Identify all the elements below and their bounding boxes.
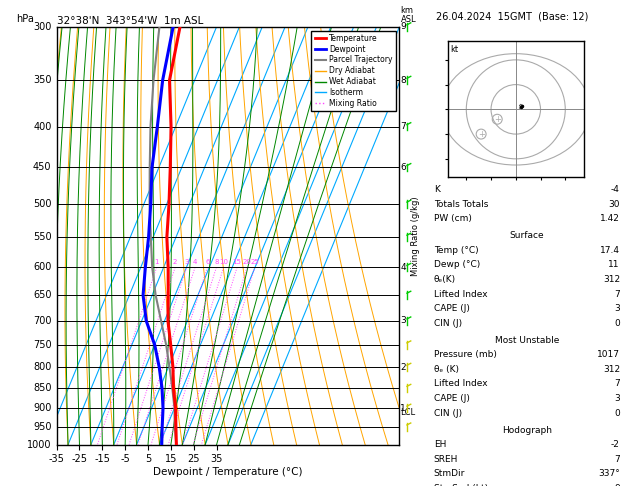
Text: -2: -2: [611, 440, 620, 449]
Text: 25: 25: [250, 259, 259, 265]
Text: 900: 900: [33, 403, 52, 413]
Text: 1: 1: [400, 403, 406, 413]
Text: CAPE (J): CAPE (J): [433, 394, 469, 403]
Text: LCL: LCL: [400, 408, 415, 417]
Text: 17.4: 17.4: [600, 246, 620, 255]
Text: 3: 3: [614, 394, 620, 403]
Text: 337°: 337°: [598, 469, 620, 478]
Text: 2: 2: [173, 259, 177, 265]
Text: 312: 312: [603, 275, 620, 284]
Text: 400: 400: [33, 122, 52, 132]
Text: 0: 0: [614, 409, 620, 417]
Text: 312: 312: [603, 365, 620, 374]
Text: 300: 300: [33, 22, 52, 32]
Text: 10: 10: [219, 259, 228, 265]
Text: 1017: 1017: [597, 350, 620, 359]
Text: kt: kt: [450, 45, 459, 54]
Text: 950: 950: [33, 422, 52, 432]
Text: StmDir: StmDir: [433, 469, 465, 478]
Legend: Temperature, Dewpoint, Parcel Trajectory, Dry Adiabat, Wet Adiabat, Isotherm, Mi: Temperature, Dewpoint, Parcel Trajectory…: [311, 31, 396, 111]
Text: 1: 1: [154, 259, 159, 265]
Text: 350: 350: [33, 75, 52, 85]
Text: 800: 800: [33, 362, 52, 372]
Text: 0: 0: [614, 319, 620, 328]
Text: 7: 7: [614, 380, 620, 388]
Text: 450: 450: [33, 162, 52, 173]
Text: 500: 500: [33, 199, 52, 209]
X-axis label: Dewpoint / Temperature (°C): Dewpoint / Temperature (°C): [153, 467, 303, 477]
Text: Temp (°C): Temp (°C): [433, 246, 478, 255]
Text: 6: 6: [400, 163, 406, 172]
Text: 3: 3: [614, 304, 620, 313]
Text: 7: 7: [400, 122, 406, 131]
Text: Hodograph: Hodograph: [502, 426, 552, 434]
Text: SREH: SREH: [433, 455, 458, 464]
Text: 30: 30: [608, 200, 620, 208]
Text: Surface: Surface: [509, 231, 544, 240]
Text: CIN (J): CIN (J): [433, 409, 462, 417]
Text: hPa: hPa: [16, 14, 33, 24]
Text: 8: 8: [400, 76, 406, 85]
Text: Most Unstable: Most Unstable: [494, 336, 559, 345]
Text: 850: 850: [33, 383, 52, 393]
Text: 6: 6: [205, 259, 209, 265]
Text: θₑ(K): θₑ(K): [433, 275, 456, 284]
Text: 750: 750: [33, 340, 52, 350]
Text: +: +: [494, 115, 501, 124]
Text: EH: EH: [433, 440, 446, 449]
Text: 1.42: 1.42: [600, 214, 620, 223]
Text: 3: 3: [184, 259, 189, 265]
Text: Lifted Index: Lifted Index: [433, 380, 487, 388]
Text: 600: 600: [33, 262, 52, 272]
Text: Totals Totals: Totals Totals: [433, 200, 488, 208]
Text: +: +: [477, 130, 484, 139]
Text: CIN (J): CIN (J): [433, 319, 462, 328]
Text: 4: 4: [193, 259, 198, 265]
Text: 7: 7: [614, 455, 620, 464]
Text: 15: 15: [233, 259, 242, 265]
Text: θₑ (K): θₑ (K): [433, 365, 459, 374]
Text: 8: 8: [214, 259, 219, 265]
Text: Pressure (mb): Pressure (mb): [433, 350, 496, 359]
Text: 4: 4: [400, 263, 406, 272]
Text: K: K: [433, 185, 440, 194]
Text: StmSpd (kt): StmSpd (kt): [433, 484, 487, 486]
Text: 7: 7: [614, 290, 620, 298]
Text: 700: 700: [33, 316, 52, 326]
Text: 11: 11: [608, 260, 620, 269]
Text: 550: 550: [33, 232, 52, 242]
Text: 9: 9: [614, 484, 620, 486]
Text: 32°38'N  343°54'W  1m ASL: 32°38'N 343°54'W 1m ASL: [57, 16, 203, 26]
Text: PW (cm): PW (cm): [433, 214, 472, 223]
Text: Mixing Ratio (g/kg): Mixing Ratio (g/kg): [411, 196, 420, 276]
Text: 650: 650: [33, 290, 52, 300]
Text: Lifted Index: Lifted Index: [433, 290, 487, 298]
Text: -4: -4: [611, 185, 620, 194]
Text: km
ASL: km ASL: [401, 6, 416, 24]
Text: 26.04.2024  15GMT  (Base: 12): 26.04.2024 15GMT (Base: 12): [437, 12, 589, 22]
Text: CAPE (J): CAPE (J): [433, 304, 469, 313]
Text: 20: 20: [242, 259, 252, 265]
Text: Dewp (°C): Dewp (°C): [433, 260, 480, 269]
Text: 2: 2: [400, 363, 406, 372]
Text: 3: 3: [400, 316, 406, 325]
Text: 9: 9: [400, 22, 406, 31]
Text: 1000: 1000: [27, 440, 52, 450]
